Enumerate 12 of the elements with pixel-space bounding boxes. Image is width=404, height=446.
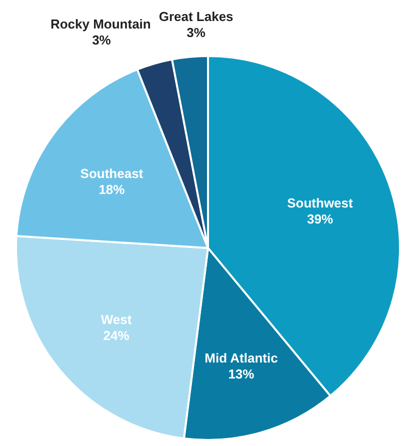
slice-label: Rocky Mountain <box>50 16 151 32</box>
slice-label: West <box>100 312 132 327</box>
slice-label: Southeast <box>80 166 144 182</box>
data-label: 13% <box>228 366 255 382</box>
slice-label: Mid Atlantic <box>204 350 278 366</box>
data-label: 18% <box>98 182 126 198</box>
slice-label: Great Lakes <box>158 8 234 24</box>
data-label: 3% <box>186 24 206 40</box>
data-label: 3% <box>92 32 112 48</box>
data-label: 24% <box>103 328 130 343</box>
slice-label: Southwest <box>287 196 354 211</box>
data-label: 39% <box>306 212 334 227</box>
